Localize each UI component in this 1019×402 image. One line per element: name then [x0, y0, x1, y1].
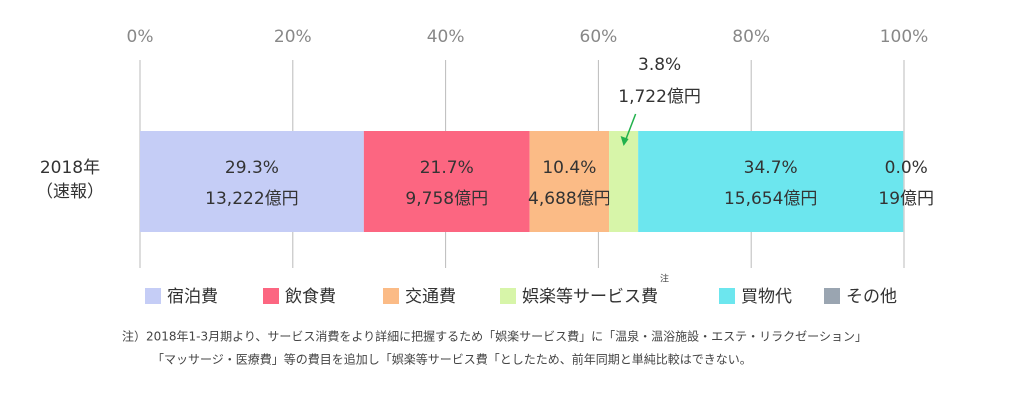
- amount-label: 4,688億円: [528, 189, 611, 209]
- value-label: 0.0%: [885, 158, 928, 178]
- bar-segment: [638, 131, 904, 232]
- value-label: 21.7%: [420, 158, 474, 178]
- legend-label: 買物代: [741, 287, 792, 307]
- category-label: （速報）: [36, 182, 104, 202]
- value-label: 29.3%: [225, 158, 279, 178]
- legend-label: 交通費: [405, 287, 456, 307]
- value-label: 3.8%: [638, 55, 681, 75]
- bar-segment: [140, 131, 364, 232]
- callout-arrow: [624, 113, 637, 141]
- bar-segment: [609, 131, 639, 232]
- legend-label: 宿泊費: [167, 287, 218, 307]
- bar-segment: [363, 131, 530, 232]
- legend-note-mark: 注: [660, 273, 669, 285]
- amount-label: 9,758億円: [405, 189, 488, 209]
- x-tick-label: 100%: [880, 27, 929, 47]
- footnote: 「マッサージ・医療費」等の費目を追加し「娯楽等サービス費「としたため、前年同期と…: [152, 352, 752, 367]
- footnote: 注）2018年1-3月期より、サービス消費をより詳細に把握するため「娯楽サービス…: [122, 329, 867, 344]
- amount-label: 15,654億円: [724, 189, 817, 209]
- callout-arrowhead: [620, 136, 629, 146]
- legend-swatch: [500, 288, 516, 304]
- x-tick-label: 0%: [127, 27, 154, 47]
- legend-swatch: [719, 288, 735, 304]
- bar-segment: [529, 131, 610, 232]
- amount-label: 1,722億円: [618, 87, 701, 107]
- x-tick-label: 20%: [274, 27, 312, 47]
- legend-label: その他: [846, 287, 897, 307]
- category-label: 2018年: [40, 158, 100, 178]
- x-tick-label: 80%: [732, 27, 770, 47]
- legend-swatch: [263, 288, 279, 304]
- x-tick-label: 40%: [427, 27, 465, 47]
- legend-label: 娯楽等サービス費: [522, 287, 658, 307]
- x-tick-label: 60%: [580, 27, 618, 47]
- legend-swatch: [824, 288, 840, 304]
- legend-swatch: [383, 288, 399, 304]
- amount-label: 19億円: [878, 189, 934, 209]
- legend-label: 飲食費: [285, 287, 336, 307]
- amount-label: 13,222億円: [205, 189, 298, 209]
- legend-swatch: [145, 288, 161, 304]
- value-label: 34.7%: [744, 158, 798, 178]
- value-label: 10.4%: [542, 158, 596, 178]
